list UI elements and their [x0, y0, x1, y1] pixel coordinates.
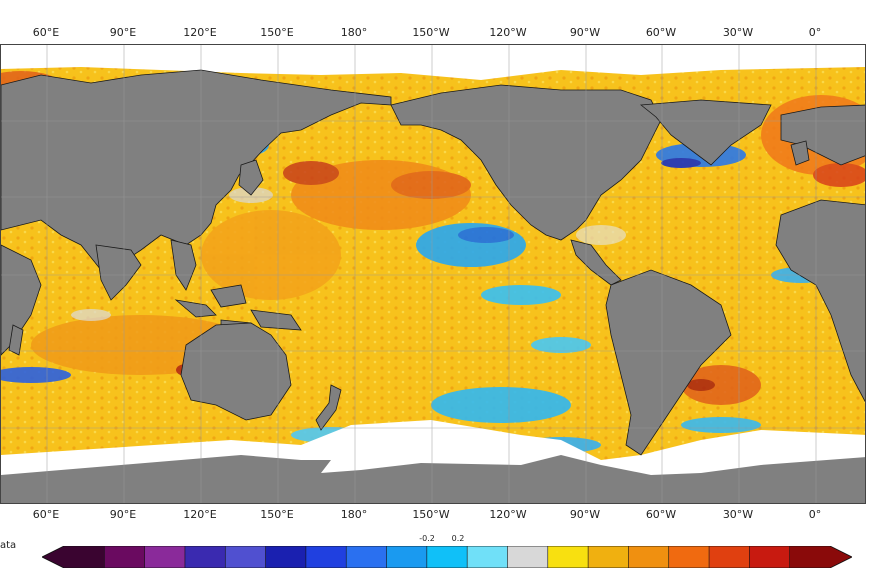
bottom-lon-label-6: 120°W	[489, 508, 527, 521]
colorbar-segment-10	[467, 546, 508, 568]
top-lon-label-8: 60°W	[645, 26, 677, 39]
top-lon-label-2: 120°E	[183, 26, 217, 39]
colorbar	[41, 545, 853, 569]
landmasses	[1, 69, 865, 456]
colorbar-segment-1	[104, 546, 146, 568]
colorbar-segment-14	[628, 546, 670, 568]
graticule	[1, 45, 865, 503]
colorbar-segment-12	[547, 546, 589, 568]
top-lon-label-9: 30°W	[722, 26, 754, 39]
colorbar-segment-4	[225, 546, 267, 568]
colorbar-segment-17	[749, 546, 791, 568]
colorbar-segment-15	[668, 546, 710, 568]
neutral-patches	[71, 187, 626, 321]
bottom-lon-label-10: 0°	[808, 508, 822, 521]
bottom-lon-label-8: 60°W	[645, 508, 677, 521]
bottom-lon-label-3: 150°E	[260, 508, 294, 521]
sst-anomaly-map	[0, 44, 866, 504]
nodata-label: ata	[0, 540, 17, 551]
bottom-lon-label-0: 60°E	[32, 508, 60, 521]
top-lon-label-7: 90°W	[569, 26, 601, 39]
map-canvas	[1, 45, 865, 503]
top-lon-label-5: 150°W	[412, 26, 450, 39]
bottom-lon-label-5: 150°W	[412, 508, 450, 521]
top-lon-label-1: 90°E	[109, 26, 137, 39]
top-lon-label-3: 150°E	[260, 26, 294, 39]
bottom-lon-label-4: 180°	[340, 508, 368, 521]
colorbar-segment-13	[588, 546, 629, 568]
colorbar-segment-6	[305, 546, 347, 568]
colorbar-segment-18	[789, 546, 831, 568]
colorbar-segment-5	[265, 546, 307, 568]
colorbar-segment-16	[709, 546, 750, 568]
colorbar-segment-3	[184, 546, 226, 568]
colorbar-segment-11	[507, 546, 549, 568]
antarctica-land	[1, 455, 865, 503]
colorbar-tick-neg: -0.2	[419, 534, 435, 543]
colorbar-segment-9	[426, 546, 468, 568]
top-lon-label-6: 120°W	[489, 26, 527, 39]
colorbar-segment-2	[144, 546, 186, 568]
colorbar-tick-pos: 0.2	[451, 534, 465, 543]
colorbar-extend-left	[42, 546, 64, 568]
top-lon-label-10: 0°	[808, 26, 822, 39]
top-lon-label-4: 180°	[340, 26, 368, 39]
colorbar-svg	[41, 545, 853, 569]
colorbar-segment-8	[386, 546, 428, 568]
bottom-lon-label-1: 90°E	[109, 508, 137, 521]
colorbar-segment-7	[346, 546, 388, 568]
bottom-lon-label-7: 90°W	[569, 508, 601, 521]
colorbar-extend-right	[830, 546, 852, 568]
colorbar-segment-0	[64, 546, 105, 568]
top-lon-label-0: 60°E	[32, 26, 60, 39]
bottom-lon-label-9: 30°W	[722, 508, 754, 521]
bottom-lon-label-2: 120°E	[183, 508, 217, 521]
